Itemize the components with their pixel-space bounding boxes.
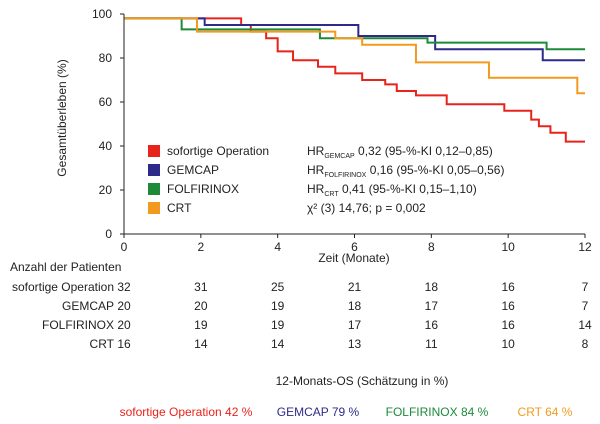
risk-row-label: FOLFIRINOX <box>42 318 114 332</box>
risk-cell: 16 <box>501 318 515 332</box>
x-tick-label: 10 <box>501 240 515 254</box>
risk-cell: 16 <box>425 318 439 332</box>
risk-cell: 17 <box>425 299 439 313</box>
risk-cell: 7 <box>582 299 589 313</box>
legend-label: CRT <box>167 201 192 215</box>
risk-cell: 31 <box>194 280 208 294</box>
x-axis-label: Zeit (Monate) <box>318 251 389 265</box>
risk-cell: 14 <box>194 337 208 351</box>
risk-row-label: sofortige Operation <box>12 280 114 294</box>
legend-swatch <box>148 202 160 214</box>
risk-cell: 18 <box>348 299 362 313</box>
legend: sofortige Operation GEMCAP FOLFIRINOX CRT <box>148 144 269 215</box>
risk-cell: 19 <box>271 299 285 313</box>
y-tick-label: 0 <box>105 227 112 241</box>
y-tick-label: 20 <box>99 183 113 197</box>
series-line-2 <box>124 17 585 62</box>
risk-cell: 16 <box>501 299 515 313</box>
risk-row-label: GEMCAP <box>62 299 114 313</box>
axes: 0 20 40 60 80 100 0 2 4 6 8 10 12 <box>92 7 592 254</box>
hr-annotation: χ² (3) 14,76; p = 0,002 <box>307 201 426 215</box>
y-tick-label: 40 <box>99 139 113 153</box>
risk-cell: 19 <box>194 318 208 332</box>
legend-swatch <box>148 145 160 157</box>
legend-swatch <box>148 164 160 176</box>
x-tick-label: 0 <box>121 240 128 254</box>
risk-row-label: CRT <box>90 337 115 351</box>
risk-cell: 20 <box>117 299 131 313</box>
legend-label: sofortige Operation <box>167 144 269 158</box>
risk-cell: 13 <box>348 337 362 351</box>
x-tick-label: 6 <box>351 240 358 254</box>
risk-cell: 7 <box>582 280 589 294</box>
risk-cell: 16 <box>117 337 131 351</box>
risk-cell: 14 <box>271 337 285 351</box>
risk-cell: 20 <box>117 318 131 332</box>
legend-label: GEMCAP <box>167 163 219 177</box>
risk-cell: 19 <box>271 318 285 332</box>
risk-cell: 8 <box>582 337 589 351</box>
x-tick-label: 12 <box>578 240 592 254</box>
os-summary-item: sofortige Operation 42 % <box>120 405 253 419</box>
series-line-1 <box>124 17 585 143</box>
os-summary-item: CRT 64 % <box>518 405 573 419</box>
risk-cell: 14 <box>578 318 592 332</box>
y-tick-label: 80 <box>99 51 113 65</box>
y-axis-label: Gesamtüberleben (%) <box>55 59 69 176</box>
x-tick-label: 2 <box>197 240 204 254</box>
hr-annotations: HRGEMCAP 0,32 (95-%-KI 0,12–0,85) HRFOLFI… <box>307 144 504 215</box>
y-tick-label: 100 <box>92 7 112 21</box>
plot-lines <box>124 17 585 143</box>
hr-annotation: HRGEMCAP 0,32 (95-%-KI 0,12–0,85) <box>307 144 493 160</box>
hr-annotation: HRCRT 0,41 (95-%-KI 0,15–1,10) <box>307 182 477 198</box>
risk-cell: 20 <box>194 299 208 313</box>
os-summary-title: 12-Monats-OS (Schätzung in %) <box>276 374 449 388</box>
risk-cell: 17 <box>348 318 362 332</box>
risk-cell: 10 <box>501 337 515 351</box>
x-tick-label: 4 <box>274 240 281 254</box>
os-summary-item: GEMCAP 79 % <box>277 405 360 419</box>
os-summary-item: FOLFIRINOX 84 % <box>386 405 489 419</box>
risk-cell: 16 <box>501 280 515 294</box>
series-line-4 <box>124 17 585 95</box>
risk-cell: 32 <box>117 280 131 294</box>
legend-swatch <box>148 183 160 195</box>
os-summary: sofortige Operation 42 % GEMCAP 79 % FOLFI… <box>120 405 573 419</box>
risk-cell: 18 <box>425 280 439 294</box>
risk-cell: 25 <box>271 280 285 294</box>
hr-annotation: HRFOLFIRINOX 0,16 (95-%-KI 0,05–0,56) <box>307 163 504 179</box>
legend-label: FOLFIRINOX <box>167 182 239 196</box>
risk-table-title: Anzahl der Patienten <box>10 260 121 274</box>
x-tick-label: 8 <box>428 240 435 254</box>
y-tick-label: 60 <box>99 95 113 109</box>
risk-cell: 11 <box>425 337 438 351</box>
series-line-3 <box>124 17 585 51</box>
risk-cell: 21 <box>348 280 362 294</box>
